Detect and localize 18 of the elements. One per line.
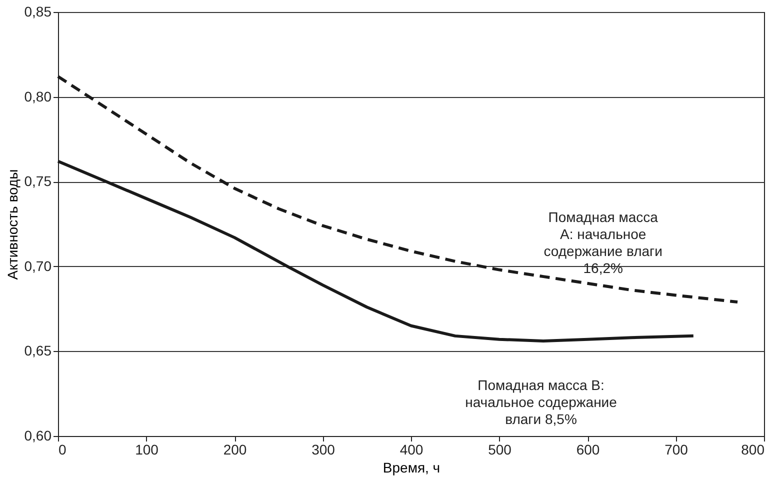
y-tick-label: 0,75: [24, 173, 52, 190]
x-tick-label: 100: [135, 442, 159, 458]
x-tick-label: 300: [312, 442, 336, 458]
x-tick-label: 600: [576, 442, 600, 458]
annotation: Помадная масса B: начальное содержание влаги 8,5%: [465, 376, 618, 427]
y-tick-label: 0,60: [24, 428, 52, 444]
y-axis-title: Активность воды: [4, 169, 20, 280]
y-tick-label: 0,70: [24, 258, 52, 274]
x-tick-label: 400: [400, 442, 424, 458]
x-tick-label: 200: [223, 442, 247, 458]
x-tick-label: 0: [58, 442, 66, 458]
y-tick-label: 0,80: [24, 88, 52, 104]
x-axis-title: Время, ч: [382, 460, 440, 476]
x-tick-label: 700: [664, 442, 688, 458]
y-tick-label: 0,65: [24, 342, 52, 359]
x-tick-label: 500: [488, 442, 512, 458]
x-tick-label: 800: [741, 442, 765, 458]
y-tick-label: 0,85: [24, 4, 52, 20]
